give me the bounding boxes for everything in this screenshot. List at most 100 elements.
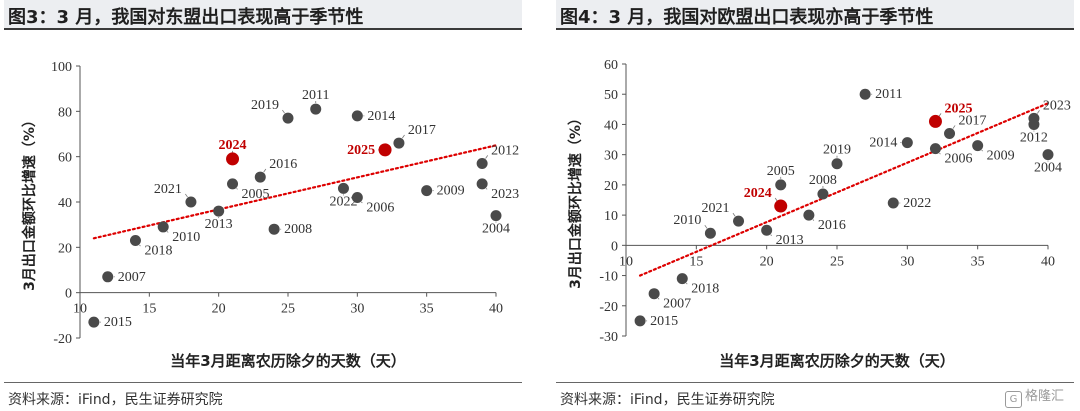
source-divider xyxy=(556,382,1074,383)
point-label: 2015 xyxy=(104,315,132,330)
data-point xyxy=(351,191,363,203)
y-tick-label: -20 xyxy=(599,300,618,315)
data-point xyxy=(929,143,941,155)
point-label: 2018 xyxy=(691,282,719,297)
data-point xyxy=(775,179,787,191)
x-tick-label: 30 xyxy=(350,302,364,317)
y-tick-label: 60 xyxy=(58,151,72,166)
data-point xyxy=(817,188,829,200)
data-point xyxy=(102,271,114,283)
x-axis-title: 当年3月距离农历除夕的天数（天） xyxy=(719,352,954,370)
x-axis-title: 当年3月距离农历除夕的天数（天） xyxy=(170,352,405,370)
point-label: 2008 xyxy=(809,173,837,188)
point-label: 2025 xyxy=(944,101,972,116)
point-leader-line xyxy=(485,188,488,190)
y-axis-title: 3月出口金额环比增速（%） xyxy=(567,111,584,289)
data-point xyxy=(490,210,502,222)
point-label: 2012 xyxy=(1020,130,1048,145)
point-label: 2004 xyxy=(1034,161,1062,176)
highlight-point xyxy=(774,199,788,213)
chart-panel-asean: 图3：3 月，我国对东盟出口表现高于季节性 -20 0 20 40 60 80 100 10 1… xyxy=(4,0,522,411)
point-leader-line xyxy=(236,188,238,190)
point-leader-line xyxy=(185,193,188,198)
point-label: 2016 xyxy=(269,157,297,172)
data-point xyxy=(88,316,100,328)
y-tick-label: 0 xyxy=(611,239,618,254)
point-leader-line xyxy=(770,234,772,237)
chart-title-bar: 图3：3 月，我国对东盟出口表现高于季节性 xyxy=(4,0,522,30)
point-label: 2011 xyxy=(875,87,902,102)
watermark-text: 格隆汇 xyxy=(1024,389,1064,404)
point-label: 2017 xyxy=(959,114,987,129)
point-leader-line xyxy=(263,168,267,173)
data-point xyxy=(129,235,141,247)
point-leader-line xyxy=(166,231,169,233)
highlight-point xyxy=(378,143,392,157)
data-point xyxy=(476,178,488,190)
y-tick-label: 60 xyxy=(604,58,618,73)
watermark: G 格隆汇 xyxy=(1004,385,1064,408)
data-point xyxy=(185,196,197,208)
point-label: 2015 xyxy=(650,314,678,329)
watermark-logo-icon: G xyxy=(1004,391,1022,408)
point-label: 2007 xyxy=(663,297,691,312)
trend-line xyxy=(638,102,1050,277)
data-point xyxy=(337,182,349,194)
data-point xyxy=(213,205,225,217)
y-tick-label: 20 xyxy=(604,179,618,194)
point-label: 2010 xyxy=(673,213,701,228)
data-point xyxy=(157,221,169,233)
point-label: 2007 xyxy=(118,270,146,285)
x-tick-label: 25 xyxy=(830,254,844,269)
data-point xyxy=(254,171,266,183)
point-leader-line xyxy=(774,197,778,202)
point-label: 2023 xyxy=(491,187,519,202)
point-leader-line xyxy=(139,244,141,247)
y-tick-label: -30 xyxy=(599,330,618,345)
data-point xyxy=(901,137,913,149)
data-point xyxy=(803,209,815,221)
data-point xyxy=(761,224,773,236)
point-leader-line xyxy=(732,212,736,217)
point-leader-line xyxy=(657,297,660,300)
point-label: 2016 xyxy=(818,218,846,233)
x-tick-label: 20 xyxy=(760,254,774,269)
data-point xyxy=(648,288,660,300)
y-tick-label: 100 xyxy=(51,60,72,75)
x-tick-label: 30 xyxy=(900,254,914,269)
chart-panel-eu: 图4：3 月，我国对欧盟出口表现亦高于季节性 -30 -20 -10 0 10 20 30 4… xyxy=(556,0,1074,411)
x-tick-label: 40 xyxy=(1041,254,1055,269)
point-leader-line xyxy=(952,125,956,129)
x-tick-label: 20 xyxy=(212,302,226,317)
data-point xyxy=(1028,118,1040,130)
point-leader-line xyxy=(981,149,983,152)
y-tick-label: 10 xyxy=(604,209,618,224)
point-label: 2010 xyxy=(172,230,200,245)
point-label: 2021 xyxy=(154,182,182,197)
point-leader-line xyxy=(812,219,815,221)
data-point xyxy=(887,197,899,209)
point-label: 2024 xyxy=(219,138,247,153)
point-leader-line xyxy=(282,109,285,114)
source-divider xyxy=(4,382,522,383)
point-label: 2004 xyxy=(482,222,510,237)
point-label: 2013 xyxy=(205,217,233,232)
x-tick-label: 35 xyxy=(420,302,434,317)
x-tick-label: 40 xyxy=(489,302,503,317)
data-point xyxy=(859,88,871,100)
point-label: 2009 xyxy=(987,149,1015,164)
y-tick-label: -20 xyxy=(53,332,72,347)
data-point xyxy=(972,140,984,152)
point-label: 2005 xyxy=(767,164,795,179)
point-label: 2019 xyxy=(823,143,851,158)
highlight-point xyxy=(928,114,942,128)
y-tick-label: -10 xyxy=(599,270,618,285)
point-leader-line xyxy=(704,224,708,229)
data-point xyxy=(227,178,239,190)
point-leader-line xyxy=(361,201,363,204)
y-tick-label: 40 xyxy=(58,196,72,211)
x-tick-label: 15 xyxy=(689,254,703,269)
point-leader-line xyxy=(938,113,942,117)
point-label: 2009 xyxy=(437,184,465,199)
